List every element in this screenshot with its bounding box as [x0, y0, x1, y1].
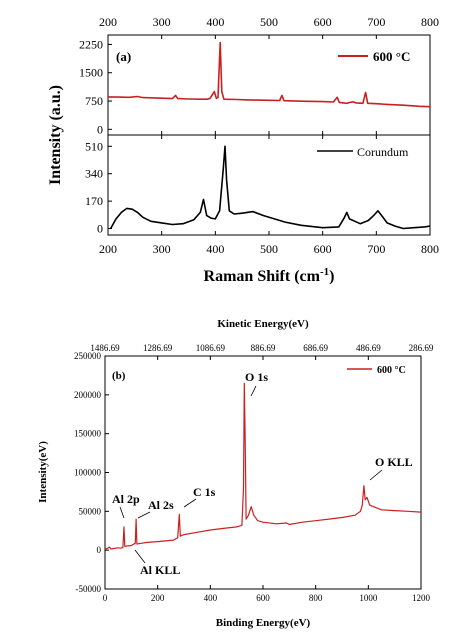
b-x2-tick-label: 686.69 — [303, 343, 328, 353]
panel-a-ticks: 200 200 300 300 400 400 500 500 600 600 700 700 800 8… — [79, 15, 439, 256]
panel-b-ticks: 0 1486.69 200 1286.69 400 1086.69 600 886.69 800… — [74, 343, 434, 603]
panel-b-label: (b) — [112, 370, 126, 382]
a-x-bottom-tick-label: 700 — [367, 242, 385, 256]
b-x2-tick-label: 1486.69 — [90, 343, 120, 353]
a-y-tick-label: 0 — [97, 122, 103, 136]
a-x-bottom-tick-label: 400 — [206, 242, 224, 256]
a-y-tick-label: 750 — [85, 94, 103, 108]
panel-b-y-axis-title: Intensity(eV) — [37, 441, 49, 503]
b-x2-tick-label: 286.69 — [409, 343, 434, 353]
annotation-o-kll: O KLL — [375, 455, 413, 469]
b-x-tick-label: 1000 — [359, 593, 378, 603]
b-y-tick-label: 150000 — [74, 429, 102, 439]
b-x-tick-label: 600 — [256, 593, 270, 603]
a-x-bottom-tick-label: 200 — [99, 242, 117, 256]
a-x-bottom-tick-label: 300 — [153, 242, 171, 256]
a-x-top-tick-label: 800 — [421, 15, 439, 29]
a-x-top-tick-label: 200 — [99, 15, 117, 29]
panel-b-x2-axis-title: Kinetic Energy(eV) — [217, 318, 309, 330]
b-x-tick-label: 400 — [204, 593, 218, 603]
a-x-top-tick-label: 300 — [153, 15, 171, 29]
b-x-tick-label: 1200 — [412, 593, 431, 603]
annotation-arrow-al2s — [137, 511, 151, 519]
a-y-tick-label: 510 — [85, 139, 103, 153]
plot-frame-b — [104, 355, 422, 590]
a-y-tick-label: 0 — [97, 222, 103, 236]
annotation-o1s: O 1s — [245, 370, 268, 384]
b-x-tick-label: 0 — [103, 593, 108, 603]
a-y-tick-label: 340 — [85, 167, 103, 181]
annotation-arrow-c1s — [183, 498, 197, 508]
a-x-bottom-tick-label: 800 — [421, 242, 439, 256]
legend-label-600c-a: 600 °C — [373, 49, 410, 64]
panel-a-y-axis-title: Intensity (a.u.) — [47, 85, 64, 185]
a-x-top-tick-label: 600 — [314, 15, 332, 29]
panel-a: 200 200 300 300 400 400 500 500 600 600 700 700 800 8… — [47, 15, 439, 285]
panel-b-series — [104, 382, 422, 550]
panel-a-x-axis-title: Raman Shift (cm-1) — [204, 266, 335, 285]
panel-b: 0 1486.69 200 1286.69 400 1086.69 600 886.69 800… — [37, 318, 434, 629]
x-title-main: Raman Shift (cm — [204, 268, 321, 285]
x-title-sup: -1 — [320, 266, 329, 278]
a-x-bottom-tick-label: 500 — [260, 242, 278, 256]
a-y-tick-label: 2250 — [79, 37, 103, 51]
b-y-tick-label: 100000 — [74, 468, 102, 478]
series-line-0 — [107, 41, 431, 108]
annotation-al2p: Al 2p — [112, 492, 140, 506]
a-x-top-tick-label: 500 — [260, 15, 278, 29]
panel-a-series — [107, 41, 431, 230]
annotation-al-kll: Al KLL — [140, 563, 180, 577]
a-y-tick-label: 170 — [85, 194, 103, 208]
x-title-end: ) — [329, 268, 334, 285]
b-y-tick-label: 250000 — [74, 351, 102, 361]
annotation-c1s: C 1s — [193, 485, 216, 499]
b-y-tick-label: -50000 — [76, 584, 102, 594]
a-x-top-tick-label: 400 — [206, 15, 224, 29]
b-y-tick-label: 200000 — [74, 390, 102, 400]
annotation-arrow-o-kll — [369, 469, 383, 481]
a-x-top-tick-label: 700 — [367, 15, 385, 29]
series-line-1 — [109, 145, 431, 230]
panel-b-x-axis-title: Binding Energy(eV) — [216, 617, 311, 629]
annotation-arrow-al2p — [119, 506, 125, 519]
b-y-tick-label: 0 — [97, 545, 102, 555]
b-x2-tick-label: 1086.69 — [196, 343, 226, 353]
annotation-arrow-o1s — [250, 385, 257, 397]
legend-label-600c-b: 600 °C — [377, 365, 406, 376]
xps-series-line — [104, 382, 422, 550]
annotation-al2s: Al 2s — [148, 498, 174, 512]
b-y-tick-label: 50000 — [79, 506, 102, 516]
b-x2-tick-label: 886.69 — [251, 343, 276, 353]
b-x2-tick-label: 1286.69 — [143, 343, 173, 353]
annotations: O 1s O KLL C 1s Al 2s Al 2p Al KLL — [112, 370, 413, 577]
a-x-bottom-tick-label: 600 — [314, 242, 332, 256]
b-x-tick-label: 200 — [151, 593, 165, 603]
panel-a-label: (a) — [116, 49, 131, 64]
legend-label-corundum: Corundum — [357, 145, 409, 159]
annotation-arrow-al-kll — [134, 549, 146, 564]
b-x-tick-label: 800 — [309, 593, 323, 603]
b-x2-tick-label: 486.69 — [356, 343, 381, 353]
a-y-tick-label: 1500 — [79, 66, 103, 80]
